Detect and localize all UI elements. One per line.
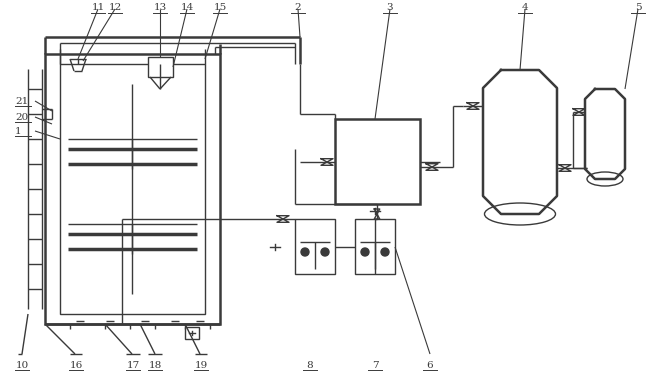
Text: 13: 13 — [154, 3, 167, 13]
Circle shape — [301, 248, 309, 256]
Text: 18: 18 — [148, 360, 161, 370]
Bar — [355, 219, 395, 274]
Bar — [185, 327, 199, 339]
Text: 15: 15 — [214, 3, 227, 13]
Text: 8: 8 — [307, 360, 313, 370]
Text: 4: 4 — [521, 3, 529, 13]
Text: 2: 2 — [295, 3, 301, 13]
Circle shape — [321, 248, 329, 256]
Circle shape — [381, 248, 389, 256]
Text: 21: 21 — [15, 97, 28, 105]
Text: 16: 16 — [70, 360, 83, 370]
Text: 14: 14 — [180, 3, 193, 13]
Text: 17: 17 — [126, 360, 139, 370]
Text: 20: 20 — [15, 113, 28, 122]
Circle shape — [361, 248, 369, 256]
Text: 1: 1 — [15, 127, 21, 136]
Text: 5: 5 — [635, 3, 641, 13]
Text: 3: 3 — [387, 3, 393, 13]
Text: 19: 19 — [195, 360, 208, 370]
Text: 10: 10 — [16, 360, 29, 370]
Bar — [45, 54, 220, 324]
Text: 6: 6 — [426, 360, 434, 370]
Text: 11: 11 — [91, 3, 105, 13]
Bar — [335, 119, 420, 204]
Text: 7: 7 — [372, 360, 378, 370]
Bar — [148, 57, 173, 77]
Bar — [295, 219, 335, 274]
Bar — [60, 64, 205, 314]
Text: 12: 12 — [108, 3, 122, 13]
